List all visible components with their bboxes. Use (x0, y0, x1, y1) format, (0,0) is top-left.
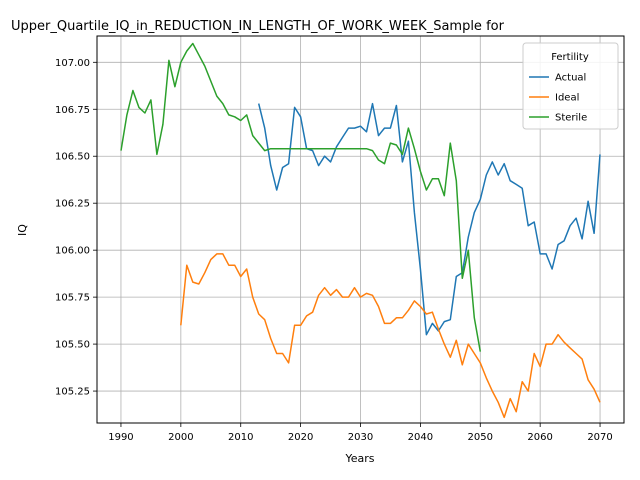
legend-label-sterile: Sterile (555, 113, 587, 124)
chart-title: Upper_Quartile_IQ_in_REDUCTION_IN_LENGTH… (11, 19, 505, 34)
x-tick-label: 2020 (288, 432, 313, 443)
legend-box (522, 42, 619, 130)
grid-lines (97, 36, 624, 423)
x-axis-label: Years (344, 452, 374, 465)
y-tick-label: 106.25 (55, 199, 90, 210)
y-tick-label: 106.50 (55, 152, 90, 163)
x-tick-label: 2040 (408, 432, 433, 443)
legend-items: Actual Ideal Sterile (529, 73, 587, 124)
legend: Fertility Actual Ideal Sterile (522, 42, 619, 130)
x-tick-label: 2050 (468, 432, 493, 443)
y-axis-label: IQ (16, 224, 29, 236)
y-tick-label: 106.00 (55, 246, 90, 257)
x-tick-label: 1990 (108, 432, 133, 443)
legend-label-ideal: Ideal (555, 93, 579, 104)
legend-title: Fertility (551, 52, 589, 63)
legend-label-actual: Actual (555, 73, 586, 84)
y-tick-label: 106.75 (55, 105, 90, 116)
series-line-ideal (180, 253, 601, 419)
x-axis: 1990 2000 2010 2020 2030 2040 2050 2060 2070 (108, 423, 613, 443)
x-tick-label: 2030 (348, 432, 373, 443)
series-layer (120, 42, 601, 419)
y-tick-label: 105.75 (55, 293, 90, 304)
x-tick-label: 2070 (587, 432, 612, 443)
x-tick-label: 2000 (168, 432, 193, 443)
x-tick-label: 2060 (527, 432, 552, 443)
series-line-sterile (120, 42, 482, 352)
series-line-actual (257, 102, 601, 336)
y-tick-label: 105.50 (55, 340, 90, 351)
y-axis: 105.25 105.50 105.75 106.00 106.25 106.50 106.… (55, 58, 97, 398)
y-tick-label: 105.25 (55, 387, 90, 398)
y-tick-label: 107.00 (55, 58, 90, 69)
x-tick-label: 2010 (228, 432, 253, 443)
